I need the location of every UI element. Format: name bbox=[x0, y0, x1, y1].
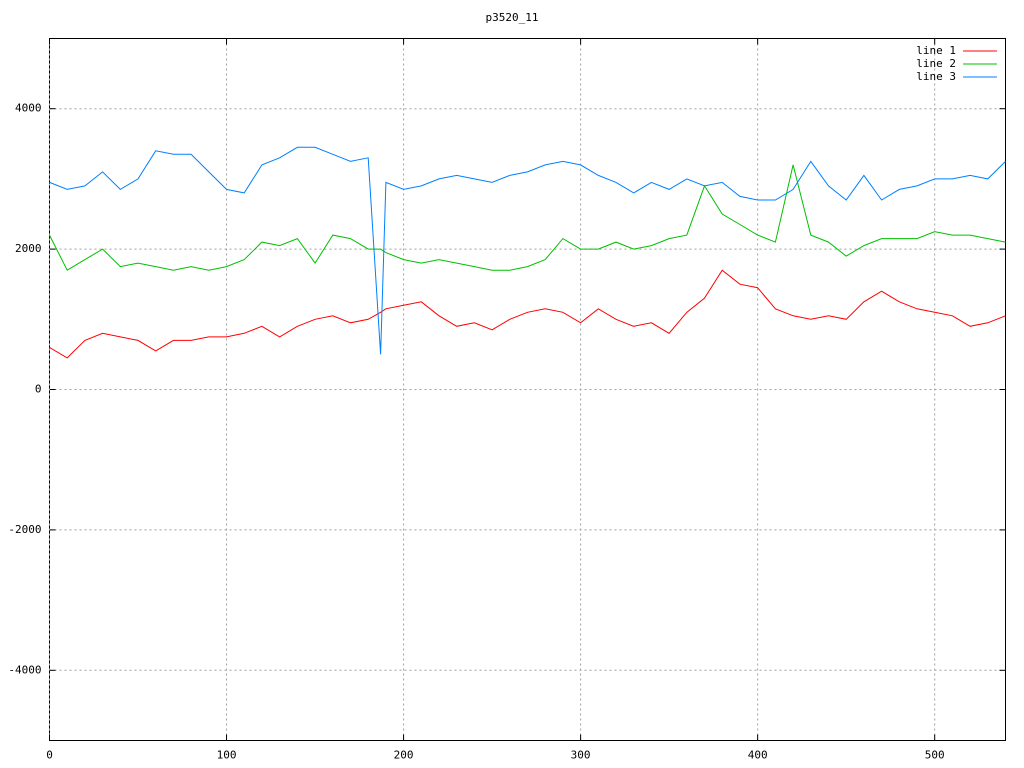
y-tick-label: 0 bbox=[35, 383, 42, 396]
legend-label: line 3 bbox=[916, 70, 956, 83]
y-tick-label: -2000 bbox=[8, 523, 41, 536]
data-line bbox=[49, 146, 1006, 355]
data-line bbox=[49, 269, 1006, 359]
y-tick-label: -4000 bbox=[8, 663, 41, 676]
x-tick-label: 400 bbox=[748, 749, 768, 762]
x-tick-label: 200 bbox=[394, 749, 414, 762]
y-tick-label: 4000 bbox=[15, 102, 42, 115]
legend-label: line 1 bbox=[916, 44, 956, 57]
x-tick-label: 500 bbox=[925, 749, 945, 762]
x-tick-label: 100 bbox=[217, 749, 237, 762]
y-tick-label: 2000 bbox=[15, 242, 42, 255]
legend-label: line 2 bbox=[916, 57, 956, 70]
data-line bbox=[49, 164, 1006, 271]
x-tick-label: 300 bbox=[571, 749, 591, 762]
chart-title: p3520_11 bbox=[486, 11, 539, 24]
x-tick-label: 0 bbox=[46, 749, 53, 762]
